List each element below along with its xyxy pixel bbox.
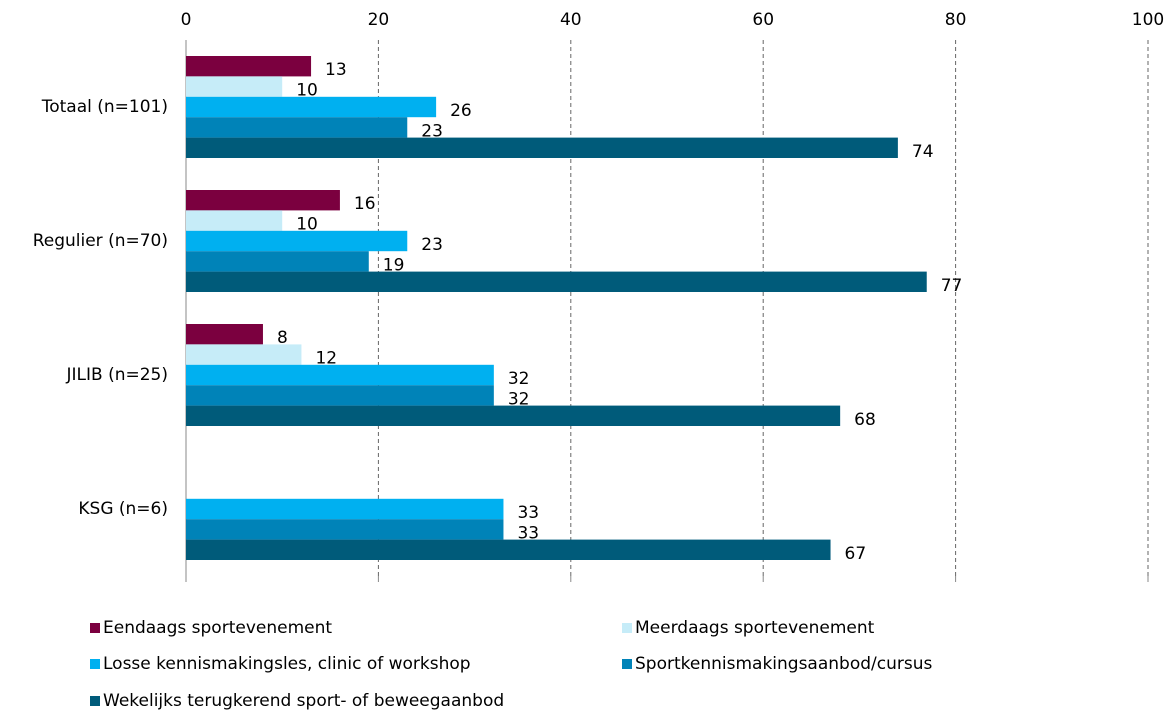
value-label: 67	[845, 544, 867, 564]
value-label: 23	[421, 121, 443, 141]
x-tick-label: 20	[368, 10, 390, 30]
y-tick-label: Regulier (n=70)	[33, 231, 168, 251]
bar	[186, 96, 437, 118]
value-label: 32	[508, 369, 530, 389]
bar	[186, 364, 494, 386]
x-tick-label: 0	[181, 10, 192, 30]
bar	[186, 324, 263, 345]
legend-swatch	[622, 659, 632, 669]
value-label: 32	[508, 389, 530, 409]
value-label: 23	[421, 235, 443, 255]
legend-swatch	[90, 659, 100, 669]
value-label: 16	[354, 194, 376, 214]
bar	[186, 117, 408, 138]
legend-label: Losse kennismakingsles, clinic of worksh…	[103, 654, 471, 674]
bar	[186, 56, 312, 77]
x-tick-label: 60	[752, 10, 774, 30]
bar	[186, 385, 494, 406]
bar	[186, 344, 302, 365]
value-label: 33	[517, 503, 539, 523]
value-label: 8	[277, 328, 288, 348]
value-label: 74	[912, 142, 934, 162]
bar	[186, 498, 504, 520]
bar	[186, 210, 283, 231]
value-label: 68	[854, 410, 876, 430]
value-label: 77	[941, 276, 963, 296]
x-tick-label: 80	[945, 10, 967, 30]
bar	[186, 76, 283, 97]
legend-label: Wekelijks terugkerend sport- of beweegaa…	[103, 691, 504, 711]
bar	[186, 405, 841, 426]
legend-swatch	[90, 696, 100, 706]
bar	[186, 539, 831, 560]
bar	[186, 137, 898, 158]
bar	[186, 190, 340, 211]
x-tick-label: 100	[1132, 10, 1164, 30]
legend-swatch	[90, 623, 100, 633]
legend-label: Eendaags sportevenement	[103, 618, 332, 638]
value-label: 10	[296, 81, 318, 101]
legend-label: Sportkennismakingsaanbod/cursus	[635, 654, 932, 674]
value-label: 12	[315, 349, 337, 369]
value-label: 33	[517, 523, 539, 543]
bar	[186, 230, 408, 252]
x-tick-label: 40	[560, 10, 582, 30]
legend-swatch	[622, 623, 632, 633]
y-tick-label: Totaal (n=101)	[41, 97, 168, 117]
legend-label: Meerdaags sportevenement	[635, 618, 875, 638]
bar	[186, 271, 927, 292]
value-label: 19	[383, 255, 405, 275]
value-label: 26	[450, 101, 472, 121]
y-tick-label: JILIB (n=25)	[66, 365, 169, 385]
bar	[186, 251, 369, 272]
bar	[186, 519, 504, 540]
value-label: 10	[296, 215, 318, 235]
y-tick-label: KSG (n=6)	[78, 499, 168, 519]
value-label: 13	[325, 60, 347, 80]
